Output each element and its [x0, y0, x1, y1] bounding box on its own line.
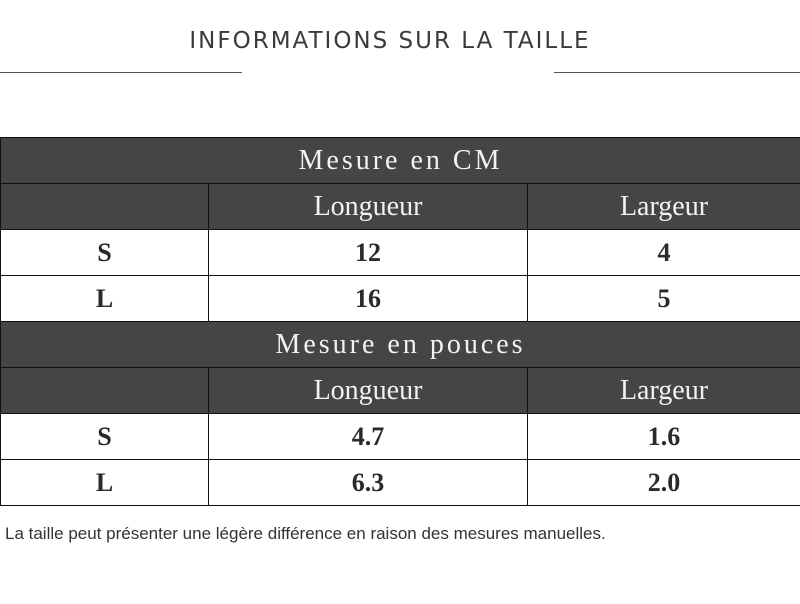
size-chart-table: Mesure en CM Longueur Largeur S 12 4 L 1… [0, 137, 800, 506]
width-value: 2.0 [527, 459, 800, 506]
width-value: 4 [527, 229, 800, 276]
size-label: S [0, 413, 209, 460]
empty-header-cell [0, 367, 209, 414]
table-row: L 6.3 2.0 [0, 459, 800, 506]
column-header-length: Longueur [208, 367, 528, 414]
table-row: S 12 4 [0, 229, 800, 276]
length-value: 16 [208, 275, 528, 322]
column-header-row-cm: Longueur Largeur [0, 183, 800, 230]
length-value: 6.3 [208, 459, 528, 506]
column-header-width: Largeur [527, 367, 800, 414]
section-header-inches: Mesure en pouces [0, 321, 800, 368]
width-value: 5 [527, 275, 800, 322]
section-title-inches: Mesure en pouces [0, 321, 800, 368]
table-row: L 16 5 [0, 275, 800, 322]
column-header-length: Longueur [208, 183, 528, 230]
size-label: L [0, 459, 209, 506]
length-value: 4.7 [208, 413, 528, 460]
section-header-cm: Mesure en CM [0, 137, 800, 184]
table-row: S 4.7 1.6 [0, 413, 800, 460]
title-divider-left [0, 72, 242, 73]
size-label: S [0, 229, 209, 276]
length-value: 12 [208, 229, 528, 276]
title-divider-right [554, 72, 800, 73]
measurement-note: La taille peut présenter une légère diff… [5, 524, 606, 543]
size-label: L [0, 275, 209, 322]
section-title-cm: Mesure en CM [0, 137, 800, 184]
column-header-width: Largeur [527, 183, 800, 230]
empty-header-cell [0, 183, 209, 230]
page-title: INFORMATIONS SUR LA TAILLE [189, 28, 591, 54]
width-value: 1.6 [527, 413, 800, 460]
column-header-row-inches: Longueur Largeur [0, 367, 800, 414]
